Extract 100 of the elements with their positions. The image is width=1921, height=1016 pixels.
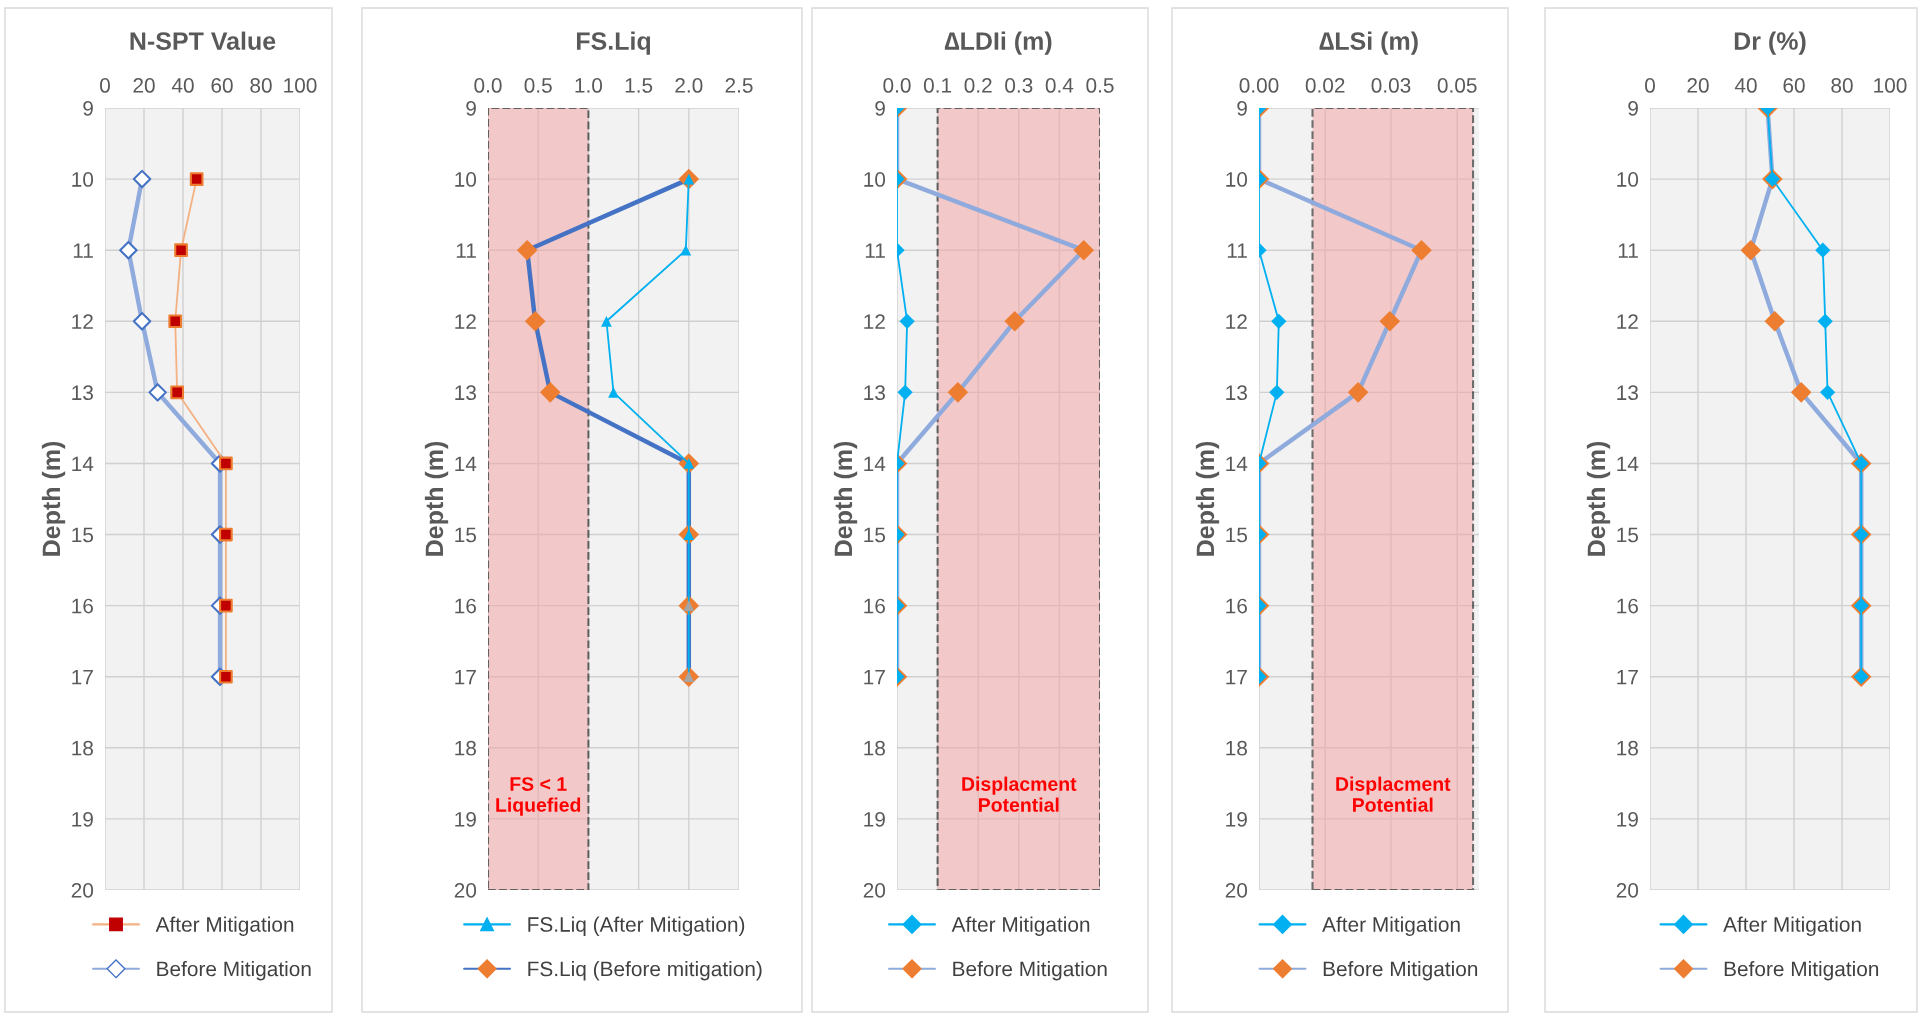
y-tick-label: 12 [864, 314, 885, 329]
x-tick-label: 2.5 [725, 78, 753, 93]
x-tick-label: 0.3 [1005, 78, 1033, 93]
y-axis-title: Depth (m) [1195, 441, 1220, 556]
x-tick-label: 0.1 [923, 78, 952, 93]
x-tick-label: 2.0 [675, 78, 703, 93]
x-tick-label: 0 [100, 78, 110, 93]
legend-label: Before Mitigation [1724, 960, 1879, 981]
x-tick-label: 0.02 [1305, 78, 1345, 93]
y-tick-label: 13 [1617, 385, 1638, 401]
x-tick-label: 0 [1645, 78, 1655, 93]
x-tick-label: 0.5 [524, 78, 552, 93]
y-tick-label: 20 [1616, 883, 1639, 898]
y-tick-label: 9 [875, 101, 885, 116]
y-tick-label: 14 [72, 456, 94, 471]
y-tick-label: 19 [1226, 811, 1247, 827]
x-tick-label: 20 [1687, 78, 1709, 93]
x-tick-label: 100 [284, 78, 317, 93]
y-tick-label: 13 [864, 385, 885, 401]
y-tick-label: 12 [1617, 314, 1638, 329]
y-tick-label: 16 [864, 598, 885, 614]
y-tick-label: 17 [1617, 669, 1638, 685]
y-tick-label: 20 [454, 883, 477, 898]
y-axis-title: Depth (m) [833, 441, 858, 556]
chart-title: N-SPT Value [130, 31, 276, 50]
chart-title: Dr (%) [1734, 31, 1806, 55]
y-tick-label: 12 [1226, 314, 1247, 329]
legend-label: After Mitigation [155, 916, 294, 936]
legend-label: After Mitigation [951, 916, 1090, 936]
x-tick-label: 0.05 [1437, 78, 1477, 93]
y-tick-label: 16 [1226, 598, 1247, 614]
y-tick-label: 14 [1226, 456, 1248, 471]
band-label: FS < 1 Liquefied [496, 777, 581, 816]
chart-title: ∆LDIi (m) [944, 31, 1052, 55]
x-tick-label: 80 [1831, 78, 1853, 93]
x-tick-label: 1.0 [575, 78, 603, 93]
y-tick-label: 10 [864, 172, 886, 187]
y-tick-label: 19 [455, 811, 476, 827]
legend-label: Before Mitigation [953, 960, 1107, 981]
x-tick-label: 0.03 [1371, 78, 1411, 93]
y-tick-label: 14 [864, 456, 886, 471]
x-tick-label: 0.0 [474, 78, 502, 93]
y-tick-label: 14 [1617, 456, 1639, 471]
y-tick-label: 11 [865, 243, 885, 258]
x-tick-label: 60 [1783, 78, 1805, 93]
band-label: Displacment Potential [1336, 776, 1451, 812]
legend-label: After Mitigation [1322, 916, 1460, 936]
y-tick-label: 18 [72, 740, 93, 756]
x-tick-label: 40 [171, 78, 194, 93]
x-tick-label: 0.2 [964, 78, 992, 93]
x-tick-label: 80 [250, 78, 272, 93]
y-tick-label: 15 [455, 527, 477, 543]
y-tick-label: 20 [1225, 883, 1248, 898]
y-tick-label: 13 [72, 385, 93, 401]
x-tick-label: 0.4 [1045, 78, 1074, 93]
y-tick-label: 14 [455, 456, 477, 471]
chart-title: ∆LSi (m) [1319, 31, 1418, 55]
x-tick-label: 40 [1734, 78, 1757, 93]
y-tick-label: 17 [1226, 669, 1247, 685]
y-tick-label: 16 [455, 598, 476, 614]
legend-label: Before Mitigation [1323, 960, 1478, 981]
y-tick-label: 10 [455, 172, 477, 187]
y-tick-label: 17 [455, 669, 476, 685]
y-axis-title: Depth (m) [424, 441, 449, 556]
y-tick-label: 18 [864, 740, 885, 756]
y-tick-label: 18 [1617, 740, 1638, 756]
legend-label: Before Mitigation [157, 960, 311, 981]
y-tick-label: 9 [466, 101, 476, 116]
y-tick-label: 10 [72, 172, 94, 187]
y-tick-label: 11 [1618, 243, 1638, 258]
x-tick-label: 0.00 [1239, 78, 1279, 93]
y-tick-label: 15 [72, 527, 94, 543]
x-tick-label: 20 [133, 78, 155, 93]
chart-title: FS.Liq [576, 31, 651, 55]
x-tick-label: 0.5 [1086, 78, 1114, 93]
y-tick-label: 9 [1237, 101, 1247, 116]
x-tick-label: 60 [211, 78, 233, 93]
y-tick-label: 13 [455, 385, 476, 401]
y-tick-label: 19 [72, 811, 93, 827]
y-tick-label: 17 [864, 669, 885, 685]
y-tick-label: 11 [73, 243, 93, 258]
y-axis-title: Depth (m) [41, 441, 66, 556]
y-tick-label: 10 [1226, 172, 1248, 187]
y-tick-label: 18 [455, 740, 476, 756]
legend-label: After Mitigation [1723, 916, 1861, 936]
y-tick-label: 17 [72, 669, 93, 685]
x-tick-label: 1.5 [625, 78, 653, 93]
y-tick-label: 19 [864, 811, 885, 827]
y-tick-label: 13 [1226, 385, 1247, 401]
x-tick-label: 0.0 [883, 78, 911, 93]
y-tick-label: 10 [1617, 172, 1639, 187]
y-tick-label: 9 [1628, 101, 1638, 116]
y-axis-title: Depth (m) [1586, 441, 1611, 556]
y-tick-label: 12 [455, 314, 476, 329]
y-tick-label: 19 [1617, 811, 1638, 827]
legend-label: FS.Liq (After Mitigation) [528, 916, 745, 936]
y-tick-label: 15 [1226, 527, 1248, 543]
y-tick-label: 16 [1617, 598, 1638, 614]
x-tick-label: 100 [1874, 78, 1907, 93]
legend-label: FS.Liq (Before mitigation) [528, 960, 762, 981]
